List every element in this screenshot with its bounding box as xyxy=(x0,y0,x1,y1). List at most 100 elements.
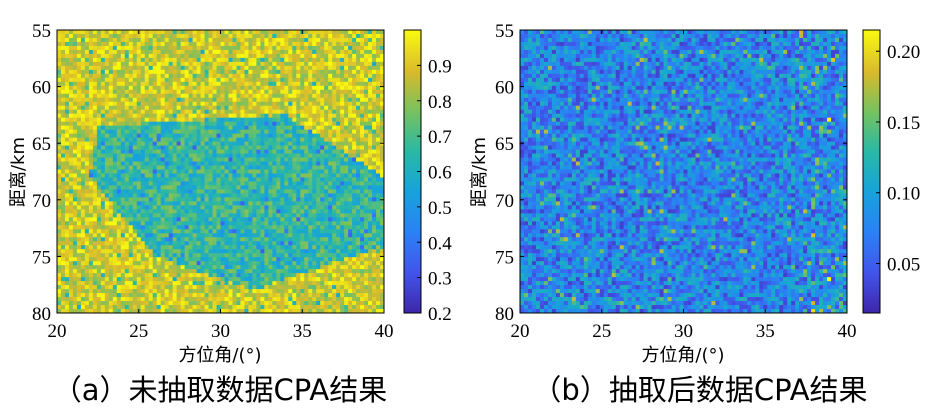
heatmap-cell xyxy=(72,41,78,47)
heatmap-cell xyxy=(312,57,317,63)
heatmap-cell xyxy=(148,69,154,75)
heatmap-cell xyxy=(116,117,122,123)
heatmap-cell xyxy=(300,117,305,123)
heatmap-cell xyxy=(288,145,293,151)
heatmap-cell xyxy=(72,189,78,195)
heatmap-cell xyxy=(96,189,102,195)
heatmap-cell xyxy=(272,189,277,195)
heatmap-cell xyxy=(204,233,210,238)
heatmap-cell xyxy=(76,141,82,147)
heatmap-cell xyxy=(372,237,377,242)
heatmap-cell xyxy=(88,265,94,270)
heatmap-cell xyxy=(308,161,313,167)
heatmap-cell xyxy=(248,161,253,167)
heatmap-cell xyxy=(280,101,285,107)
heatmap-cell xyxy=(236,189,242,195)
heatmap-cell xyxy=(364,257,369,262)
heatmap-cell xyxy=(112,121,118,127)
heatmap-cell xyxy=(288,233,293,238)
heatmap-cell xyxy=(328,245,333,250)
heatmap-cell xyxy=(284,61,289,67)
heatmap-cell xyxy=(57,257,62,262)
heatmap-cell xyxy=(264,209,269,214)
heatmap-cell xyxy=(68,177,74,183)
heatmap-cell xyxy=(336,261,341,266)
heatmap-cell xyxy=(228,261,234,266)
heatmap-cell xyxy=(244,253,250,258)
heatmap-cell xyxy=(176,41,182,47)
heatmap-cell xyxy=(372,49,377,55)
heatmap-cell xyxy=(352,81,357,87)
heatmap-cell xyxy=(368,261,373,266)
heatmap-cell xyxy=(268,141,273,147)
heatmap-cell xyxy=(80,253,86,258)
heatmap-cell xyxy=(200,261,206,266)
heatmap-cell xyxy=(164,233,170,238)
heatmap-cell xyxy=(372,45,377,51)
heatmap-cell xyxy=(280,253,285,258)
heatmap-cell xyxy=(352,225,357,230)
heatmap-cell xyxy=(308,209,313,214)
heatmap-cell xyxy=(228,61,234,67)
heatmap-cell xyxy=(380,85,384,91)
heatmap-cell xyxy=(232,177,238,183)
heatmap-cell xyxy=(180,209,186,214)
heatmap-cell xyxy=(104,77,110,83)
heatmap-cell xyxy=(356,49,361,55)
heatmap-cell xyxy=(296,125,301,131)
heatmap-cell xyxy=(132,49,138,55)
heatmap-cell xyxy=(144,217,150,222)
heatmap-cell xyxy=(124,261,130,266)
heatmap-cell xyxy=(156,237,162,242)
heatmap-cell xyxy=(292,221,297,226)
heatmap-cell xyxy=(96,65,102,71)
heatmap-cell xyxy=(228,125,234,131)
heatmap-cell xyxy=(284,253,289,258)
heatmap-cell xyxy=(236,209,242,214)
heatmap-cell xyxy=(328,133,333,139)
heatmap-cell xyxy=(364,185,369,191)
heatmap-cell xyxy=(252,257,257,262)
heatmap-cell xyxy=(372,201,377,206)
heatmap-cell xyxy=(324,249,329,254)
heatmap-cell xyxy=(72,253,78,258)
heatmap-cell xyxy=(276,249,281,254)
heatmap-cell xyxy=(372,233,377,238)
heatmap-cell xyxy=(236,89,242,95)
heatmap-cell xyxy=(132,37,138,43)
heatmap-cell xyxy=(112,217,118,222)
heatmap-cell xyxy=(276,97,281,103)
heatmap-cell xyxy=(204,157,210,163)
heatmap-cell xyxy=(84,165,90,171)
heatmap-cell xyxy=(156,209,162,214)
heatmap-cell xyxy=(124,133,130,139)
heatmap-cell xyxy=(116,41,122,47)
heatmap-cell xyxy=(288,153,293,159)
heatmap-cell xyxy=(80,241,86,246)
heatmap-cell xyxy=(360,57,365,63)
heatmap-cell xyxy=(184,197,190,202)
heatmap-cell xyxy=(224,237,230,242)
heatmap-cell xyxy=(360,133,365,139)
heatmap-cell xyxy=(128,93,134,99)
heatmap-cell xyxy=(344,217,349,222)
heatmap-cell xyxy=(228,233,234,238)
heatmap-cell xyxy=(300,197,305,202)
heatmap-cell xyxy=(260,205,265,210)
heatmap-cell xyxy=(304,69,309,75)
heatmap-cell xyxy=(364,165,369,171)
heatmap-cell xyxy=(132,197,138,202)
heatmap-cell xyxy=(360,269,365,274)
heatmap-cell xyxy=(316,257,321,262)
heatmap-cell xyxy=(368,217,373,222)
heatmap-cell xyxy=(368,49,373,55)
heatmap-cell xyxy=(184,73,190,79)
heatmap-cell xyxy=(156,201,162,206)
heatmap-cell xyxy=(232,257,238,262)
heatmap-cell xyxy=(380,185,384,191)
heatmap-cell xyxy=(64,193,70,199)
heatmap-cell xyxy=(336,177,341,183)
heatmap-cell xyxy=(376,177,381,183)
heatmap-cell xyxy=(144,129,150,135)
heatmap-cell xyxy=(264,137,269,143)
